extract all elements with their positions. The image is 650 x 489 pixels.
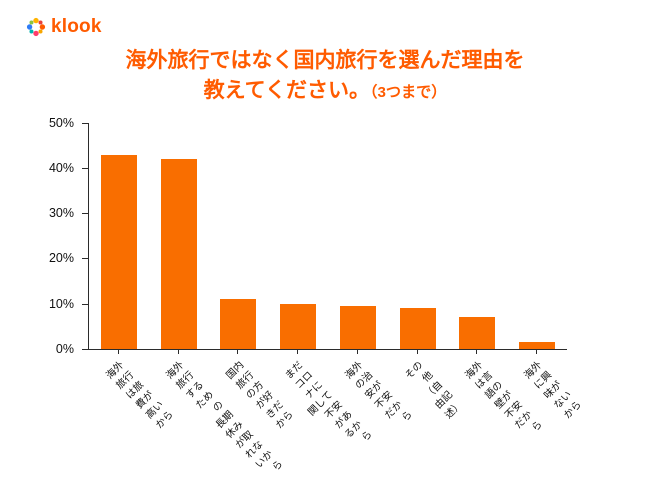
y-tick-mark [82,213,88,215]
x-label-cell: 海外の治安が不安だから [327,356,414,464]
logo-petal [38,29,43,34]
logo-petal [33,17,39,24]
x-label-cell: まだコロナに関して 不安があるから [267,356,375,464]
bar-0 [100,154,137,349]
x-tick-mark [476,349,478,354]
y-tick-mark [82,122,88,124]
bar-3 [280,303,317,349]
logo-petal [29,29,34,34]
klook-logo-icon [26,17,46,37]
y-tick-mark [82,348,88,350]
bar-column [268,123,328,349]
y-tick-label: 20% [48,251,74,266]
x-axis-labels: 海外旅行は旅費が 高いから 海外旅行するための 長期休みが取れないから 国内旅行の方… [88,356,585,474]
y-tick-mark [82,168,88,170]
bar-column [507,123,567,349]
klook-logo-text: klook [51,16,102,37]
logo-petal [29,20,34,25]
y-axis-labels: 0% 10% 20% 30% 40% 50% [0,113,80,373]
page-title-line2: 教えてください。 [203,79,370,103]
y-tick-label: 30% [48,206,74,221]
y-tick-mark [82,258,88,260]
y-tick-label: 0% [55,341,74,356]
x-ticks [88,349,566,355]
bar-1 [160,159,197,349]
y-tick-label: 10% [48,296,74,311]
plot-area [88,122,567,350]
logo-petal [39,24,46,30]
x-tick-mark [117,349,119,354]
x-label-cell: 海外旅行は旅費が 高いから [88,356,175,464]
bar-chart: 0% 10% 20% 30% 40% 50% 海外旅行は旅費が 高いから 海外旅行するための… [0,113,650,474]
x-tick-mark [416,349,418,354]
bar-6 [459,317,496,349]
bar-column [89,123,149,349]
x-label-cell: 海外に興味がないから [506,356,585,464]
logo-petal [33,30,39,37]
bar-7 [519,342,556,349]
x-tick-mark [536,349,538,354]
bar-column [388,123,448,349]
x-tick-mark [177,349,179,354]
x-label-cell: 国内旅行の方が好きだから [208,356,295,464]
logo-petal [26,24,33,30]
header: klook [0,0,650,40]
x-tick-mark [237,349,239,354]
bar-column [149,123,209,349]
x-label-cell: 海外旅行するための 長期休みが取れないから [148,356,285,474]
x-tick-mark [297,349,299,354]
logo-petal [38,20,43,25]
y-tick-label: 50% [48,115,74,130]
page: klook 海外旅行ではなく国内旅行を選んだ理由を 教えてください。（3つまで）… [0,0,650,474]
y-tick-label: 40% [48,161,74,176]
page-title-suffix: （3つまで） [369,84,447,102]
page-title-line1: 海外旅行ではなく国内旅行を選んだ理由を [125,49,525,72]
bar-column [328,123,388,349]
bar-2 [220,299,257,349]
bar-4 [339,305,376,349]
x-label-cell: 海外は言語の壁が 不安だから [447,356,544,464]
x-tick-label: 海外に興味がないから [522,359,585,422]
bar-column [448,123,508,349]
bars [89,123,567,349]
y-tick-mark [82,303,88,305]
x-tick-mark [356,349,358,354]
bar-5 [399,308,436,349]
bar-column [209,123,269,349]
page-title: 海外旅行ではなく国内旅行を選んだ理由を 教えてください。（3つまで） [18,46,632,107]
x-label-cell: その他（自由記述） [387,356,465,464]
